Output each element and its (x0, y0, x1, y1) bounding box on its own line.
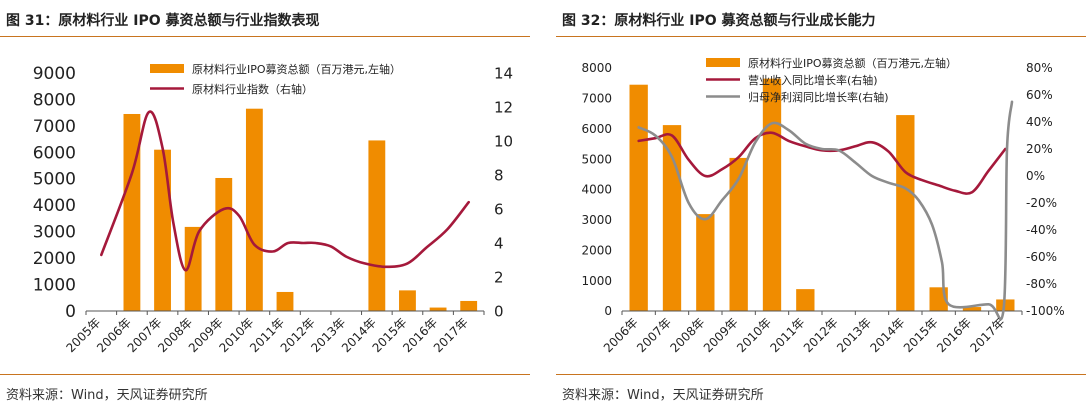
series-line (637, 100, 1014, 321)
bar (184, 226, 202, 311)
bar (729, 157, 748, 311)
bar (154, 149, 171, 311)
chart-title: 图 31：原材料行业 IPO 募资总额与行业指数表现 (6, 13, 320, 29)
series-line (100, 110, 470, 272)
y-left-tick-label: 7000 (581, 92, 612, 106)
source-note: 资料来源：Wind，天风证券研究所 (562, 388, 764, 403)
y-right-tick-label: 2 (494, 268, 504, 286)
bar (896, 115, 915, 311)
y-right-tick-label: 0 (494, 302, 504, 320)
y-right-tick-label: 8 (494, 166, 504, 184)
y-right-tick-label: -40% (1026, 223, 1057, 237)
x-tick-label: 2017年 (431, 315, 471, 355)
x-tick-label: 2012年 (801, 315, 841, 355)
y-left-tick-label: 5000 (581, 152, 612, 166)
y-right-tick-label: -80% (1026, 277, 1057, 291)
bar (215, 177, 233, 311)
y-right-tick-label: 60% (1026, 88, 1053, 102)
y-left-tick-label: 6000 (33, 143, 76, 163)
y-left-tick-label: 2000 (33, 249, 76, 269)
y-left-tick-label: 4000 (581, 183, 612, 197)
legend-label: 归母净利润同比增长率(右轴) (748, 90, 889, 104)
y-right-tick-label: 40% (1026, 115, 1053, 129)
chart-title: 图 32：原材料行业 IPO 募资总额与行业成长能力 (562, 13, 876, 29)
legend-label: 原材料行业IPO募资总额（百万港元,左轴） (192, 62, 401, 76)
bar (629, 84, 648, 311)
chart-svg: 0 1000 2000 3000 4000 5000 6000 7000 8000 -100% -8… (581, 56, 1065, 355)
y-left-tick-label: 4000 (33, 196, 76, 216)
y-right-tick-label: 0% (1026, 169, 1045, 183)
legend-label: 营业收入同比增长率(右轴) (748, 73, 878, 87)
bar (796, 289, 815, 311)
y-left-tick-label: 1000 (33, 276, 76, 296)
y-left-tick-label: 3000 (33, 223, 76, 243)
bar (276, 291, 294, 311)
x-tick-label: 2010年 (734, 315, 774, 355)
y-right-tick-label: 6 (494, 200, 504, 218)
x-tick-label: 2007年 (634, 315, 674, 355)
y-left-tick-label: 0 (604, 304, 612, 318)
x-tick-label: 2014年 (867, 315, 907, 355)
y-right-tick-label: 10 (494, 132, 513, 150)
y-right-tick-label: 4 (494, 234, 504, 252)
series-line (637, 131, 1007, 195)
bar (762, 78, 782, 311)
bar (460, 300, 478, 311)
bar (662, 125, 682, 311)
y-right-tick-label: 14 (494, 64, 513, 82)
y-left-tick-label: 9000 (33, 64, 76, 84)
y-right-tick-label: 20% (1026, 142, 1053, 156)
y-right-tick-label: -20% (1026, 196, 1057, 210)
x-tick-label: 2011年 (767, 315, 807, 355)
y-left-tick-label: 8000 (33, 90, 76, 110)
bar (429, 307, 447, 311)
y-left-tick-label: 8000 (581, 61, 612, 75)
title-divider (556, 36, 1086, 37)
legend-label: 原材料行业指数（右轴） (192, 82, 313, 96)
y-left-tick-label: 7000 (33, 117, 76, 137)
y-left-tick-label: 1000 (581, 274, 612, 288)
source-note: 资料来源：Wind，天风证券研究所 (6, 388, 208, 403)
y-right-tick-label: -60% (1026, 250, 1057, 264)
bar (996, 299, 1015, 311)
y-right-tick-label: 80% (1026, 61, 1053, 75)
legend-swatch (706, 58, 740, 67)
x-tick-label: 2015年 (901, 315, 941, 355)
x-tick-label: 2017年 (967, 315, 1007, 355)
legend-swatch (150, 64, 184, 73)
bar (245, 108, 263, 311)
x-tick-label: 2016年 (934, 315, 974, 355)
x-tick-label: 2008年 (667, 315, 707, 355)
y-right-tick-label: -100% (1026, 304, 1065, 318)
y-left-tick-label: 5000 (33, 170, 76, 190)
bar (368, 140, 386, 311)
x-tick-label: 2006年 (601, 315, 641, 355)
y-left-tick-label: 3000 (581, 213, 612, 227)
y-left-tick-label: 6000 (581, 122, 612, 136)
bar (123, 113, 141, 311)
x-tick-label: 2013年 (834, 315, 874, 355)
source-divider (556, 374, 1086, 375)
chart-panel-right: 图 32：原材料行业 IPO 募资总额与行业成长能力 0 1000 2000 3000… (556, 0, 1086, 412)
y-left-tick-label: 2000 (581, 243, 612, 257)
y-left-tick-label: 0 (65, 302, 76, 322)
bar (696, 214, 715, 311)
legend-label: 原材料行业IPO募资总额（百万港元,左轴） (748, 56, 957, 70)
source-divider (0, 374, 530, 375)
bar (399, 290, 416, 311)
bar (962, 307, 982, 311)
title-divider (0, 36, 530, 37)
x-tick-label: 2009年 (701, 315, 741, 355)
y-right-tick-label: 12 (494, 98, 513, 116)
chart-panel-left: 图 31：原材料行业 IPO 募资总额与行业指数表现 0 1000 2000 3000… (0, 0, 530, 412)
chart-svg: 0 1000 2000 3000 4000 5000 6000 7000 8000 9000 0 2 4… (33, 62, 513, 355)
